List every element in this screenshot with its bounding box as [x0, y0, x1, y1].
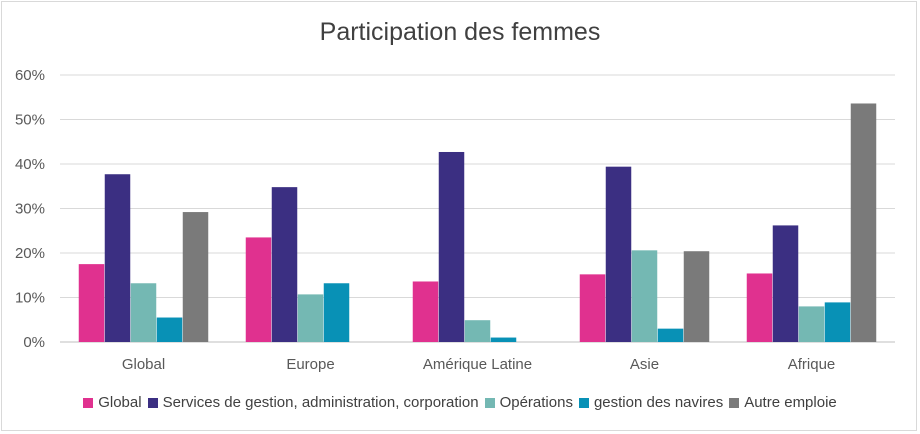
bar: [412, 281, 439, 342]
bar: [271, 187, 298, 342]
y-tick-label: 60%: [15, 67, 45, 84]
bar: [245, 237, 272, 342]
bar: [130, 283, 157, 342]
y-tick-label: 10%: [15, 290, 45, 307]
x-tick-label: Europe: [286, 356, 334, 373]
x-tick-label: Asie: [630, 356, 659, 373]
legend-swatch: [484, 397, 495, 408]
bar: [182, 212, 209, 342]
legend-item: Opérations: [484, 394, 573, 411]
legend-swatch: [147, 397, 158, 408]
bar: [579, 274, 606, 342]
legend-label: Services de gestion, administration, cor…: [162, 394, 479, 411]
legend-label: Global: [98, 394, 142, 411]
bar: [490, 337, 517, 342]
bar: [104, 174, 131, 342]
legend-label: Autre emploie: [744, 394, 837, 411]
bar: [824, 302, 851, 342]
bar: [683, 251, 710, 342]
y-tick-label: 0%: [23, 334, 45, 351]
bar: [631, 250, 658, 342]
bar: [438, 151, 465, 342]
y-tick-label: 50%: [15, 112, 45, 129]
bar: [772, 225, 799, 342]
x-tick-label: Amérique Latine: [423, 356, 532, 373]
legend-item: gestion des navires: [578, 394, 724, 411]
bar: [605, 166, 632, 342]
x-tick-label: Afrique: [788, 356, 836, 373]
bar: [323, 283, 350, 342]
chart-title: Participation des femmes: [319, 18, 601, 46]
legend-item: Global: [83, 394, 142, 411]
legend-swatch: [729, 397, 740, 408]
legend-label: Opérations: [499, 394, 573, 411]
x-tick-label: Global: [122, 356, 165, 373]
bar: [746, 273, 773, 342]
legend-swatch: [83, 397, 94, 408]
bar: [850, 103, 877, 342]
bar: [156, 317, 183, 342]
bar: [657, 328, 684, 342]
bar: [78, 264, 105, 342]
y-tick-label: 30%: [15, 201, 45, 218]
chart-legend: Global Services de gestion, administratio…: [0, 394, 920, 411]
legend-swatch: [578, 397, 589, 408]
legend-item: Services de gestion, administration, cor…: [147, 394, 479, 411]
bar: [798, 306, 825, 342]
legend-label: gestion des navires: [593, 394, 724, 411]
y-tick-label: 40%: [15, 156, 45, 173]
bar: [297, 294, 324, 342]
y-tick-label: 20%: [15, 245, 45, 262]
legend-item: Autre emploie: [729, 394, 837, 411]
bar: [464, 320, 491, 342]
